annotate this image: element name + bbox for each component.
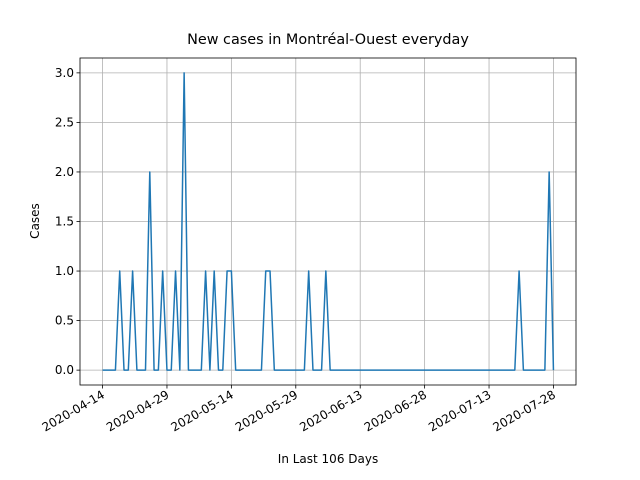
x-tick-label: 2020-05-29 bbox=[233, 387, 300, 434]
y-tick-label: 1.5 bbox=[55, 215, 74, 229]
x-tick-label: 2020-07-13 bbox=[426, 387, 493, 434]
chart-title: New cases in Montréal-Ouest everyday bbox=[187, 32, 469, 48]
x-tick-label: 2020-07-28 bbox=[491, 387, 558, 434]
x-axis-label: In Last 106 Days bbox=[278, 452, 378, 466]
x-tick-label: 2020-04-14 bbox=[40, 387, 107, 434]
x-tick-label: 2020-06-13 bbox=[297, 387, 364, 434]
y-tick-label: 1.0 bbox=[55, 264, 74, 278]
y-tick-label: 2.5 bbox=[55, 115, 74, 129]
y-tick-label: 3.0 bbox=[55, 66, 74, 80]
y-tick-label: 0.5 bbox=[55, 314, 74, 328]
data-line bbox=[102, 72, 555, 371]
plot-frame bbox=[79, 57, 577, 386]
x-tick-label: 2020-04-29 bbox=[104, 387, 171, 434]
y-axis-label: Cases bbox=[28, 203, 42, 239]
x-tick-label: 2020-05-14 bbox=[168, 387, 235, 434]
y-tick-label: 0.0 bbox=[55, 363, 74, 377]
y-tick-label: 2.0 bbox=[55, 165, 74, 179]
x-tick-label: 2020-06-28 bbox=[362, 387, 429, 434]
